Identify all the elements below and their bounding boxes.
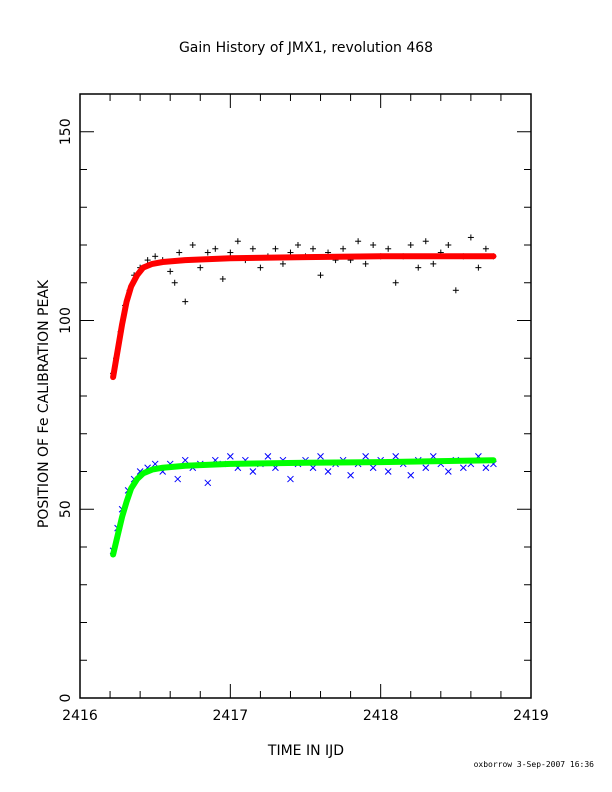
x-tick-label: 2419 [513, 708, 549, 724]
data-point [452, 287, 459, 294]
data-point [287, 475, 294, 483]
data-point [219, 275, 226, 282]
data-point [294, 242, 301, 248]
data-point [310, 245, 317, 252]
data-point [347, 471, 354, 479]
fit-curve [110, 457, 497, 558]
chart-title: Gain History of JMX1, revolution 468 [179, 40, 433, 56]
data-point [482, 245, 489, 252]
data-point [204, 249, 211, 256]
data-point [227, 249, 234, 256]
data-point [279, 260, 286, 267]
data-point [182, 298, 189, 305]
data-point [444, 468, 452, 475]
data-point [181, 456, 189, 464]
data-point [152, 253, 159, 260]
data-point [167, 268, 174, 275]
data-point [197, 264, 204, 271]
data-point [174, 475, 182, 483]
x-axis-label: TIME IN IJD [267, 743, 344, 759]
data-point [445, 242, 452, 248]
data-point [370, 242, 377, 248]
data-point [176, 249, 183, 256]
data-point [272, 245, 279, 252]
data-point [189, 242, 196, 248]
data-point [204, 479, 212, 487]
data-point [171, 279, 178, 286]
data-point [249, 468, 257, 475]
y-tick-label: 50 [58, 500, 74, 518]
data-point [317, 453, 324, 460]
x-tick-label: 2418 [363, 708, 399, 724]
x-axis-ticks: 2416 2417 2418 2419 [62, 94, 549, 724]
series-fit-line [110, 253, 497, 381]
data-point [264, 453, 272, 460]
data-point [324, 468, 332, 475]
data-point [467, 234, 474, 241]
data-point [362, 260, 369, 267]
data-point [234, 238, 241, 245]
data-point [362, 453, 369, 460]
data-point [226, 453, 234, 460]
series-fit-line [110, 457, 497, 558]
data-point [249, 245, 256, 252]
y-axis-ticks: 0 50 100 150 [58, 93, 531, 703]
plot-frame [79, 93, 532, 699]
data-point [482, 464, 490, 472]
data-point [144, 257, 151, 264]
data-point [384, 468, 392, 475]
series-layer [109, 234, 497, 558]
data-point [212, 245, 219, 252]
data-point [392, 453, 400, 460]
data-point [407, 242, 414, 248]
x-tick-label: 2416 [62, 708, 98, 724]
y-tick-label: 100 [58, 307, 74, 334]
fit-curve [110, 253, 497, 381]
data-point [369, 464, 377, 472]
data-point [475, 264, 482, 271]
data-point [392, 279, 399, 286]
x-tick-label: 2417 [213, 708, 249, 724]
data-point [422, 238, 429, 245]
footer-stamp: oxborrow 3-Sep-2007 16:36 [473, 760, 594, 769]
data-point [415, 264, 422, 271]
data-point [459, 464, 467, 472]
y-tick-label: 150 [58, 118, 74, 145]
y-tick-label: 0 [58, 694, 74, 703]
data-point [317, 272, 324, 279]
data-point [430, 260, 437, 267]
y-axis-label: POSITION OF Fe CALIBRATION PEAK [36, 279, 52, 528]
data-point [355, 238, 362, 245]
data-point [385, 245, 392, 252]
data-point [340, 245, 347, 252]
data-point [407, 471, 415, 479]
data-point [422, 464, 430, 472]
data-point [257, 264, 264, 271]
